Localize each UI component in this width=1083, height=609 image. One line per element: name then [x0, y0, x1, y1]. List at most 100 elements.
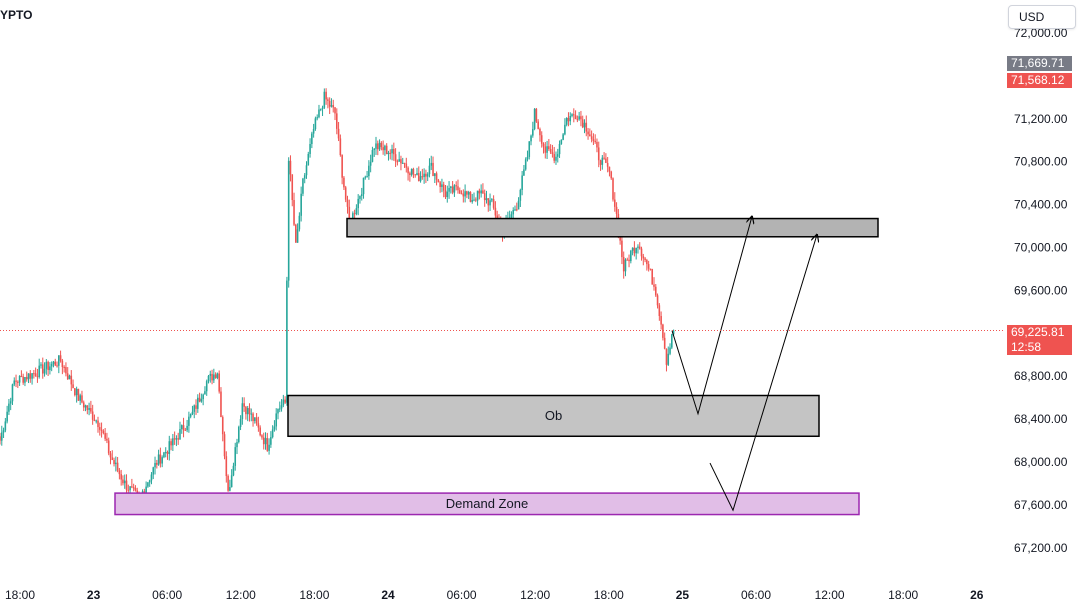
x-tick-label: 25: [676, 588, 690, 602]
candle-body: [245, 406, 247, 415]
candle-body: [656, 295, 659, 306]
x-tick-label: 23: [87, 588, 101, 602]
candle-body: [435, 173, 438, 180]
candle-body: [318, 109, 320, 118]
candle-body: [220, 391, 222, 418]
candle-body: [0, 432, 3, 441]
candle-body: [17, 381, 19, 383]
candle-body: [385, 145, 388, 155]
candle-body: [353, 213, 356, 215]
candle-body: [122, 479, 124, 484]
candle-body: [355, 208, 358, 214]
candle-body: [186, 425, 188, 431]
candle-body: [644, 258, 646, 261]
candle-body: [305, 165, 308, 176]
candle-body: [332, 105, 335, 108]
candle-body: [434, 173, 436, 176]
candle-body: [211, 373, 213, 381]
candle-body: [50, 363, 53, 367]
candle-body: [476, 190, 479, 201]
candle-body: [450, 186, 452, 188]
candle-body: [612, 178, 614, 200]
candle-body: [136, 490, 139, 494]
candle-body: [328, 100, 331, 107]
currency-button[interactable]: USD: [1008, 5, 1076, 29]
candle-body: [491, 199, 493, 201]
candle-body: [466, 191, 468, 195]
candle-body: [437, 179, 440, 183]
x-tick-label: 06:00: [741, 588, 771, 602]
candle-body: [132, 487, 135, 489]
x-tick-label: 12:00: [815, 588, 845, 602]
candle-body: [182, 425, 185, 430]
candle-body: [378, 142, 381, 150]
candle-body: [170, 441, 172, 446]
candle-body: [335, 113, 338, 129]
candle-body: [398, 159, 400, 162]
candle-body: [478, 190, 481, 194]
candle-body: [118, 470, 121, 475]
candle-body: [482, 190, 484, 194]
candle-body: [638, 246, 641, 249]
candle-body: [403, 162, 406, 164]
x-tick-label: 26: [970, 588, 984, 602]
candle-body: [303, 175, 306, 179]
candle-body: [464, 191, 466, 197]
candle-body: [635, 247, 637, 254]
candle-body: [369, 161, 372, 166]
candle-body: [366, 176, 368, 178]
candle-body: [376, 143, 379, 150]
candle-body: [227, 476, 229, 491]
candle-body: [248, 408, 251, 415]
x-axis[interactable]: 18:00 23 06:00 12:00 18:00 24 06:00 12:00 18:00 2…: [5, 588, 984, 602]
candle-body: [82, 402, 85, 408]
candle-body: [660, 316, 662, 325]
ob-box-label: Ob: [545, 408, 562, 423]
candle-body: [277, 409, 279, 414]
candle-body: [239, 419, 242, 427]
candle-body: [667, 353, 670, 365]
candle-body: [647, 264, 650, 269]
y-tick-label: 67,600.00: [1014, 498, 1068, 512]
candle-body: [173, 438, 176, 440]
x-tick-label: 18:00: [5, 588, 35, 602]
candle-body: [442, 184, 445, 191]
candle-body: [382, 147, 384, 151]
candle-body: [107, 440, 110, 454]
candle-body: [596, 141, 598, 148]
candle-body: [396, 161, 399, 163]
projection-arrow-1: [671, 216, 752, 416]
y-tick-label: 70,400.00: [1014, 198, 1068, 212]
candle-body: [43, 368, 46, 374]
candle-body: [359, 196, 361, 199]
candle-body: [18, 375, 21, 383]
candle-body: [131, 486, 133, 488]
candle-body: [88, 408, 90, 410]
candle-body: [423, 173, 425, 178]
y-axis[interactable]: 72,000.00 71,200.00 70,800.00 70,400.00 70,0…: [1014, 26, 1068, 555]
candle-body: [419, 176, 422, 182]
candle-body: [284, 399, 286, 403]
resistance-box: [346, 217, 879, 238]
candle-body: [29, 373, 32, 379]
candle-body: [264, 438, 267, 445]
candle-body: [391, 149, 393, 154]
candle-body: [207, 375, 210, 382]
candle-body: [163, 452, 165, 458]
candle-body: [587, 131, 589, 135]
candle-body: [473, 199, 475, 201]
candle-body: [45, 361, 48, 369]
candle-body: [157, 454, 160, 465]
candle-body: [24, 376, 26, 383]
candle-body: [148, 480, 151, 483]
candle-body: [585, 122, 588, 132]
candle-body: [551, 152, 554, 155]
candle-body: [330, 105, 333, 107]
candle-body: [291, 174, 294, 201]
candle-body: [653, 284, 655, 287]
candle-body: [27, 373, 30, 380]
candle-body: [339, 138, 342, 156]
candle-body: [255, 417, 258, 424]
candle-body: [542, 143, 545, 147]
